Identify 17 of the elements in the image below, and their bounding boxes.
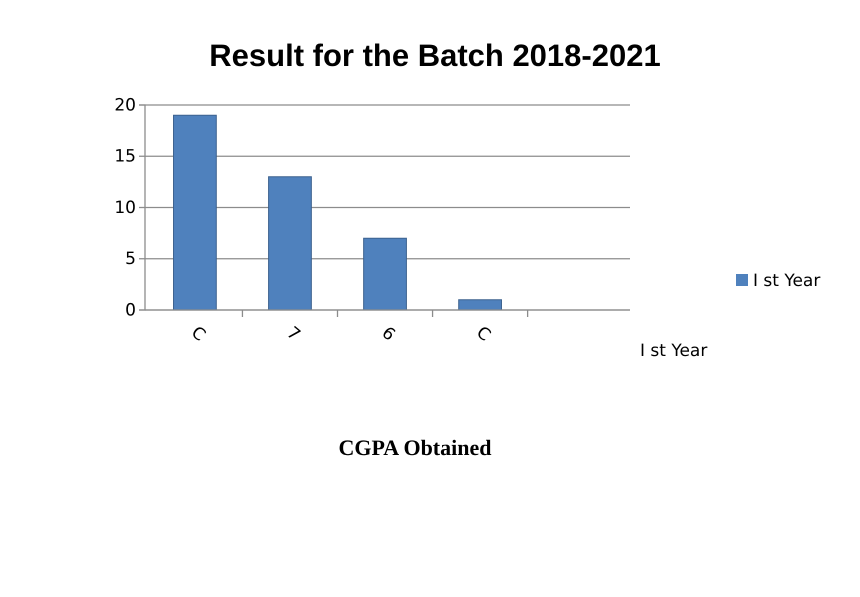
x-tick-label: 6 — [378, 323, 399, 346]
x-tick-label: C — [187, 322, 210, 346]
bar — [458, 299, 502, 310]
x-tick-label: C — [472, 322, 494, 346]
y-tick-label: 0 — [125, 300, 136, 320]
chart-title: Result for the Batch 2018-2021 — [209, 38, 661, 73]
x-tick-label: 7 — [282, 323, 304, 346]
y-tick-label: 5 — [125, 249, 136, 270]
x-axis-title: CGPA Obtained — [338, 435, 492, 460]
y-tick-label: 15 — [114, 146, 136, 167]
legend-label: I st Year — [753, 271, 820, 291]
bar — [268, 176, 312, 310]
y-tick-label: 20 — [114, 95, 136, 116]
y-tick-label: 10 — [114, 198, 136, 218]
bar — [363, 238, 407, 310]
bar — [173, 114, 217, 310]
text: I st Year — [640, 341, 708, 361]
